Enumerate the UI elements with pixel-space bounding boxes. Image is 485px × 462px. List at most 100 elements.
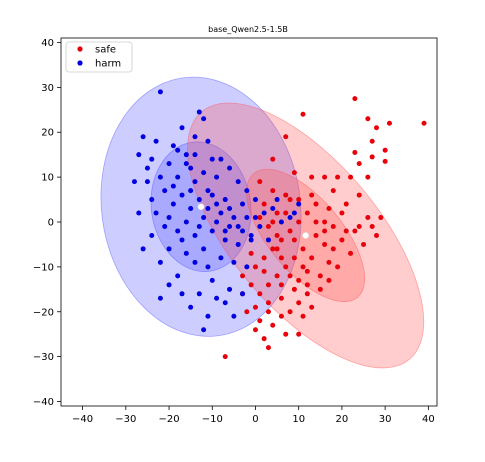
safe-point bbox=[300, 313, 306, 319]
harm-point bbox=[214, 219, 220, 225]
safe-point bbox=[278, 237, 284, 243]
harm-point bbox=[157, 259, 163, 265]
safe-point bbox=[283, 192, 289, 198]
harm-point bbox=[235, 241, 241, 247]
harm-point bbox=[175, 228, 181, 234]
x-axis: −40 −30 −20 −10 0 10 20 30 40 bbox=[72, 406, 435, 425]
safe-point bbox=[322, 174, 328, 180]
y-tick-label: 0 bbox=[48, 218, 54, 229]
safe-point bbox=[361, 241, 367, 247]
x-tick-label: 30 bbox=[379, 414, 392, 425]
safe-point bbox=[296, 277, 302, 283]
safe-point bbox=[330, 246, 336, 252]
harm-point bbox=[248, 232, 254, 238]
harm-point bbox=[214, 295, 220, 301]
harm-point bbox=[235, 223, 241, 229]
harm-point bbox=[196, 109, 202, 115]
safe-point bbox=[304, 210, 310, 216]
harm-point bbox=[209, 156, 215, 162]
harm-point bbox=[218, 255, 224, 261]
harm-point bbox=[149, 197, 155, 203]
harm-point bbox=[192, 152, 198, 158]
harm-point bbox=[196, 291, 202, 297]
safe-point bbox=[326, 206, 332, 212]
y-tick-label: −10 bbox=[33, 262, 54, 273]
safe-point bbox=[283, 264, 289, 270]
harm-point bbox=[153, 210, 159, 216]
harm-point bbox=[209, 277, 215, 283]
safe-point bbox=[309, 192, 315, 198]
harm-point bbox=[183, 219, 189, 225]
harm-point bbox=[179, 192, 185, 198]
harm-point bbox=[166, 282, 172, 288]
safe-point bbox=[291, 237, 297, 243]
safe-point bbox=[252, 327, 258, 333]
harm-point bbox=[170, 143, 176, 149]
harm-point bbox=[179, 237, 185, 243]
harm-point bbox=[209, 228, 215, 234]
safe-point bbox=[248, 250, 254, 256]
harm-point bbox=[196, 223, 202, 229]
safe-point bbox=[274, 246, 280, 252]
points-layer bbox=[131, 89, 427, 360]
legend-label-harm: harm bbox=[95, 59, 121, 70]
safe-point bbox=[296, 219, 302, 225]
safe-point bbox=[356, 223, 362, 229]
safe-point bbox=[373, 125, 379, 131]
safe-point bbox=[257, 179, 263, 185]
harm-point bbox=[214, 201, 220, 207]
harm-point bbox=[131, 179, 137, 185]
safe-point bbox=[373, 232, 379, 238]
harm-point bbox=[188, 304, 194, 310]
safe-point bbox=[265, 223, 271, 229]
safe-point bbox=[265, 282, 271, 288]
safe-point bbox=[261, 336, 267, 342]
harm-point bbox=[291, 210, 297, 216]
safe-point bbox=[270, 246, 276, 252]
safe-point bbox=[313, 219, 319, 225]
harm-point bbox=[179, 291, 185, 297]
harm-point bbox=[157, 89, 163, 95]
safe-point bbox=[261, 268, 267, 274]
safe-point bbox=[274, 273, 280, 279]
safe-point bbox=[317, 273, 323, 279]
harm-point bbox=[248, 237, 254, 243]
safe-point bbox=[369, 138, 375, 144]
harm-point bbox=[175, 273, 181, 279]
harm-point bbox=[205, 313, 211, 319]
harm-point bbox=[166, 161, 172, 167]
safe-center-marker bbox=[302, 232, 310, 239]
harm-point bbox=[265, 237, 271, 243]
harm-point bbox=[183, 161, 189, 167]
harm-point bbox=[149, 232, 155, 238]
safe-point bbox=[287, 197, 293, 203]
harm-point bbox=[201, 327, 207, 333]
harm-point bbox=[231, 259, 237, 265]
safe-point bbox=[348, 174, 354, 180]
safe-point bbox=[300, 246, 306, 252]
safe-point bbox=[240, 273, 246, 279]
harm-point bbox=[227, 165, 233, 171]
safe-point bbox=[283, 210, 289, 216]
safe-point bbox=[365, 116, 371, 122]
harm-point bbox=[162, 223, 168, 229]
harm-point bbox=[188, 165, 194, 171]
safe-point bbox=[352, 149, 358, 155]
safe-point bbox=[317, 286, 323, 292]
harm-point bbox=[157, 174, 163, 180]
harm-point bbox=[175, 174, 181, 180]
harm-point bbox=[192, 179, 198, 185]
harm-point bbox=[209, 192, 215, 198]
harm-point bbox=[257, 223, 263, 229]
harm-point bbox=[278, 219, 284, 225]
safe-point bbox=[274, 232, 280, 238]
safe-point bbox=[278, 255, 284, 261]
safe-point bbox=[309, 174, 315, 180]
safe-point bbox=[378, 215, 384, 221]
safe-point bbox=[304, 282, 310, 288]
harm-point bbox=[252, 215, 258, 221]
safe-point bbox=[309, 255, 315, 261]
safe-point bbox=[287, 309, 293, 315]
safe-point bbox=[252, 264, 258, 270]
